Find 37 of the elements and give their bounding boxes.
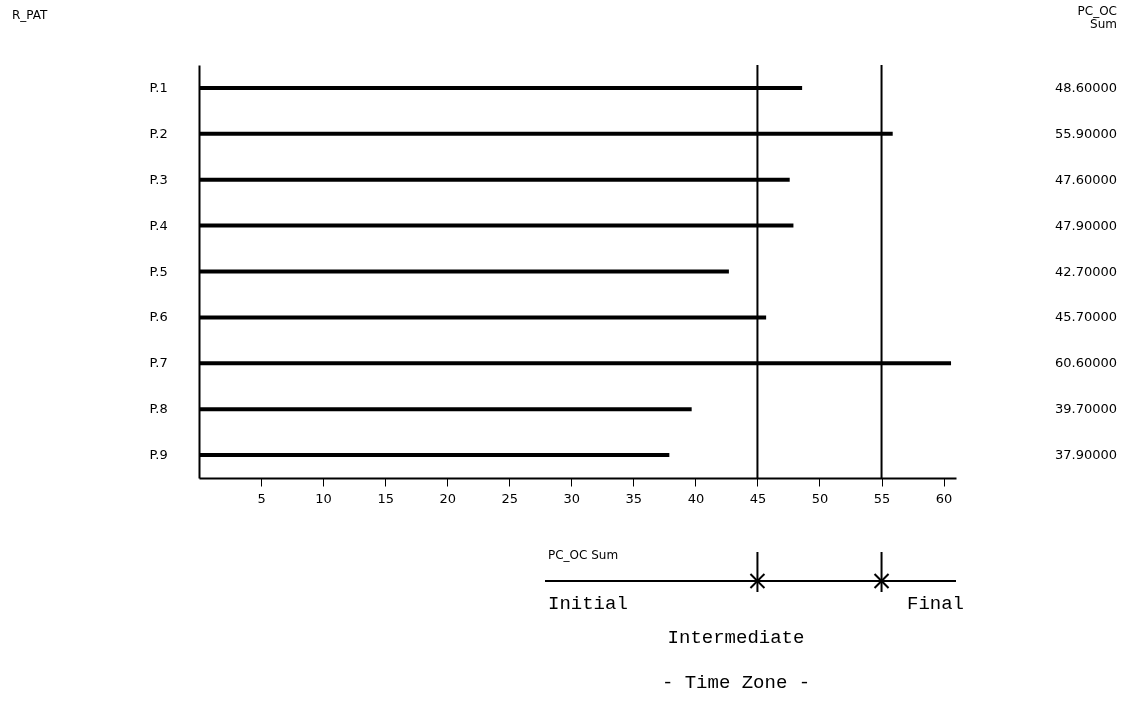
y-tick-label: P.5 — [149, 263, 168, 279]
data-label: 48.60000 — [1054, 79, 1117, 95]
y-tick-label: P.8 — [149, 401, 168, 417]
x-tick-label: 30 — [563, 490, 581, 506]
x-tick-label: 45 — [749, 490, 767, 506]
data-label: 47.90000 — [1054, 217, 1117, 233]
y-tick-label: P.9 — [149, 447, 168, 463]
data-label: 37.90000 — [1054, 447, 1117, 463]
y-tick-label: P.2 — [149, 125, 168, 141]
data-label: 42.70000 — [1054, 263, 1117, 279]
y-tick-label: P.6 — [149, 309, 168, 325]
data-label: 45.70000 — [1054, 309, 1117, 325]
x-tick-label: 20 — [439, 490, 456, 506]
text: Intermediate — [667, 627, 805, 649]
data-label: 55.90000 — [1054, 125, 1117, 141]
x-tick-label: 25 — [501, 490, 519, 506]
y-tick-label: P.3 — [149, 171, 168, 187]
data-label: 39.70000 — [1054, 401, 1117, 417]
x-tick-label: 10 — [315, 490, 332, 506]
text: Final — [906, 593, 964, 615]
text: - Time Zone - — [661, 672, 811, 694]
data-label: 60.60000 — [1054, 355, 1117, 371]
y-tick-label: P.4 — [149, 217, 168, 233]
text: R_PAT — [12, 8, 48, 22]
text: PC_OC Sum — [548, 548, 619, 562]
x-tick-label: 50 — [811, 490, 829, 506]
text: PC_OC Sum — [1076, 4, 1117, 31]
x-tick-label: 60 — [935, 490, 953, 506]
data-label: 47.60000 — [1054, 171, 1117, 187]
y-tick-label: P.7 — [149, 355, 168, 371]
y-tick-label: P.1 — [149, 79, 168, 95]
x-tick-label: 55 — [873, 490, 891, 506]
x-tick-label: 35 — [625, 490, 643, 506]
x-tick-label: 5 — [257, 490, 266, 506]
x-tick-label: 15 — [377, 490, 394, 506]
x-tick-label: 40 — [687, 490, 705, 506]
text: Initial — [548, 593, 628, 615]
